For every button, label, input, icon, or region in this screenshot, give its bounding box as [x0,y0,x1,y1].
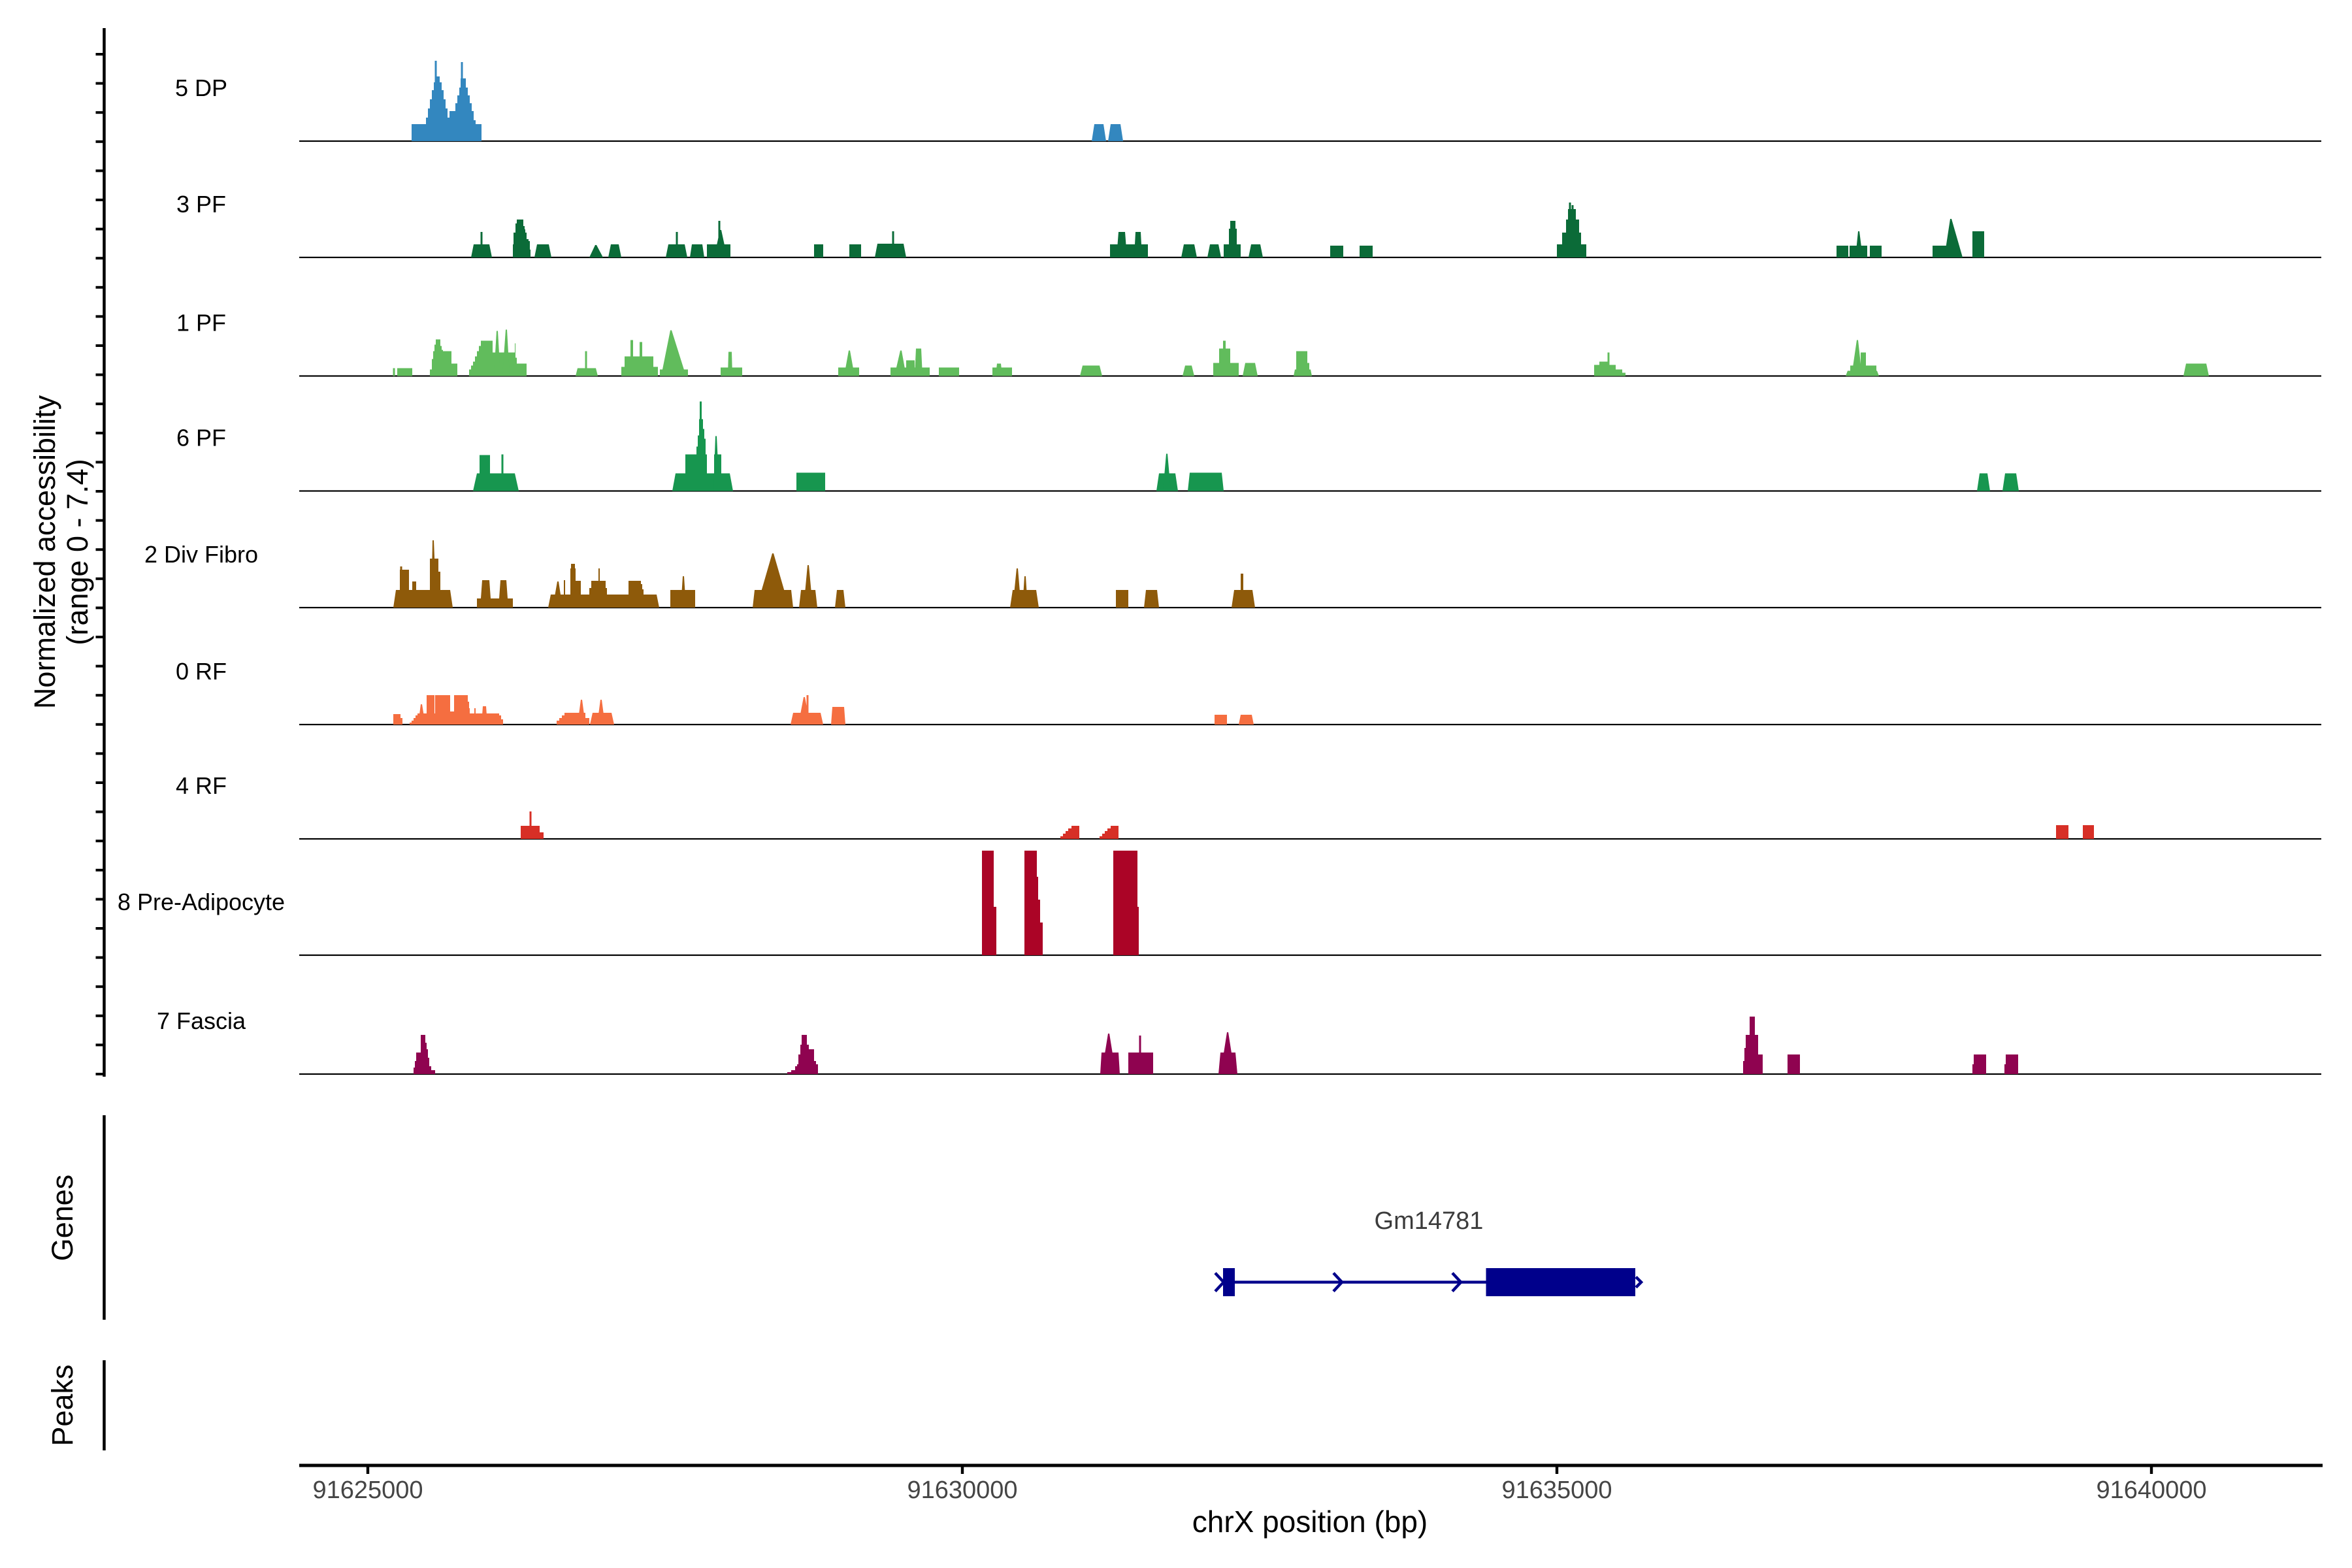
svg-text:Normalized accessibility: Normalized accessibility [28,395,61,709]
svg-text:91625000: 91625000 [312,1477,423,1504]
svg-text:5 DP: 5 DP [175,74,227,101]
svg-text:chrX position (bp): chrX position (bp) [1192,1505,1428,1539]
svg-text:91630000: 91630000 [907,1477,1017,1504]
svg-text:Genes: Genes [46,1175,79,1262]
svg-text:(range 0 - 7.4): (range 0 - 7.4) [61,459,94,645]
svg-text:1 PF: 1 PF [176,310,226,336]
svg-text:91640000: 91640000 [2096,1477,2206,1504]
svg-text:Peaks: Peaks [46,1364,79,1446]
svg-text:4 RF: 4 RF [176,772,227,799]
svg-text:91635000: 91635000 [1501,1477,1612,1504]
svg-text:6 PF: 6 PF [176,425,226,451]
svg-text:Gm14781: Gm14781 [1375,1207,1484,1235]
svg-text:3 PF: 3 PF [176,191,226,218]
svg-text:7 Fascia: 7 Fascia [157,1007,246,1034]
svg-text:0 RF: 0 RF [176,658,227,685]
svg-text:8 Pre-Adipocyte: 8 Pre-Adipocyte [118,889,285,915]
svg-text:2 Div Fibro: 2 Div Fibro [144,541,258,568]
